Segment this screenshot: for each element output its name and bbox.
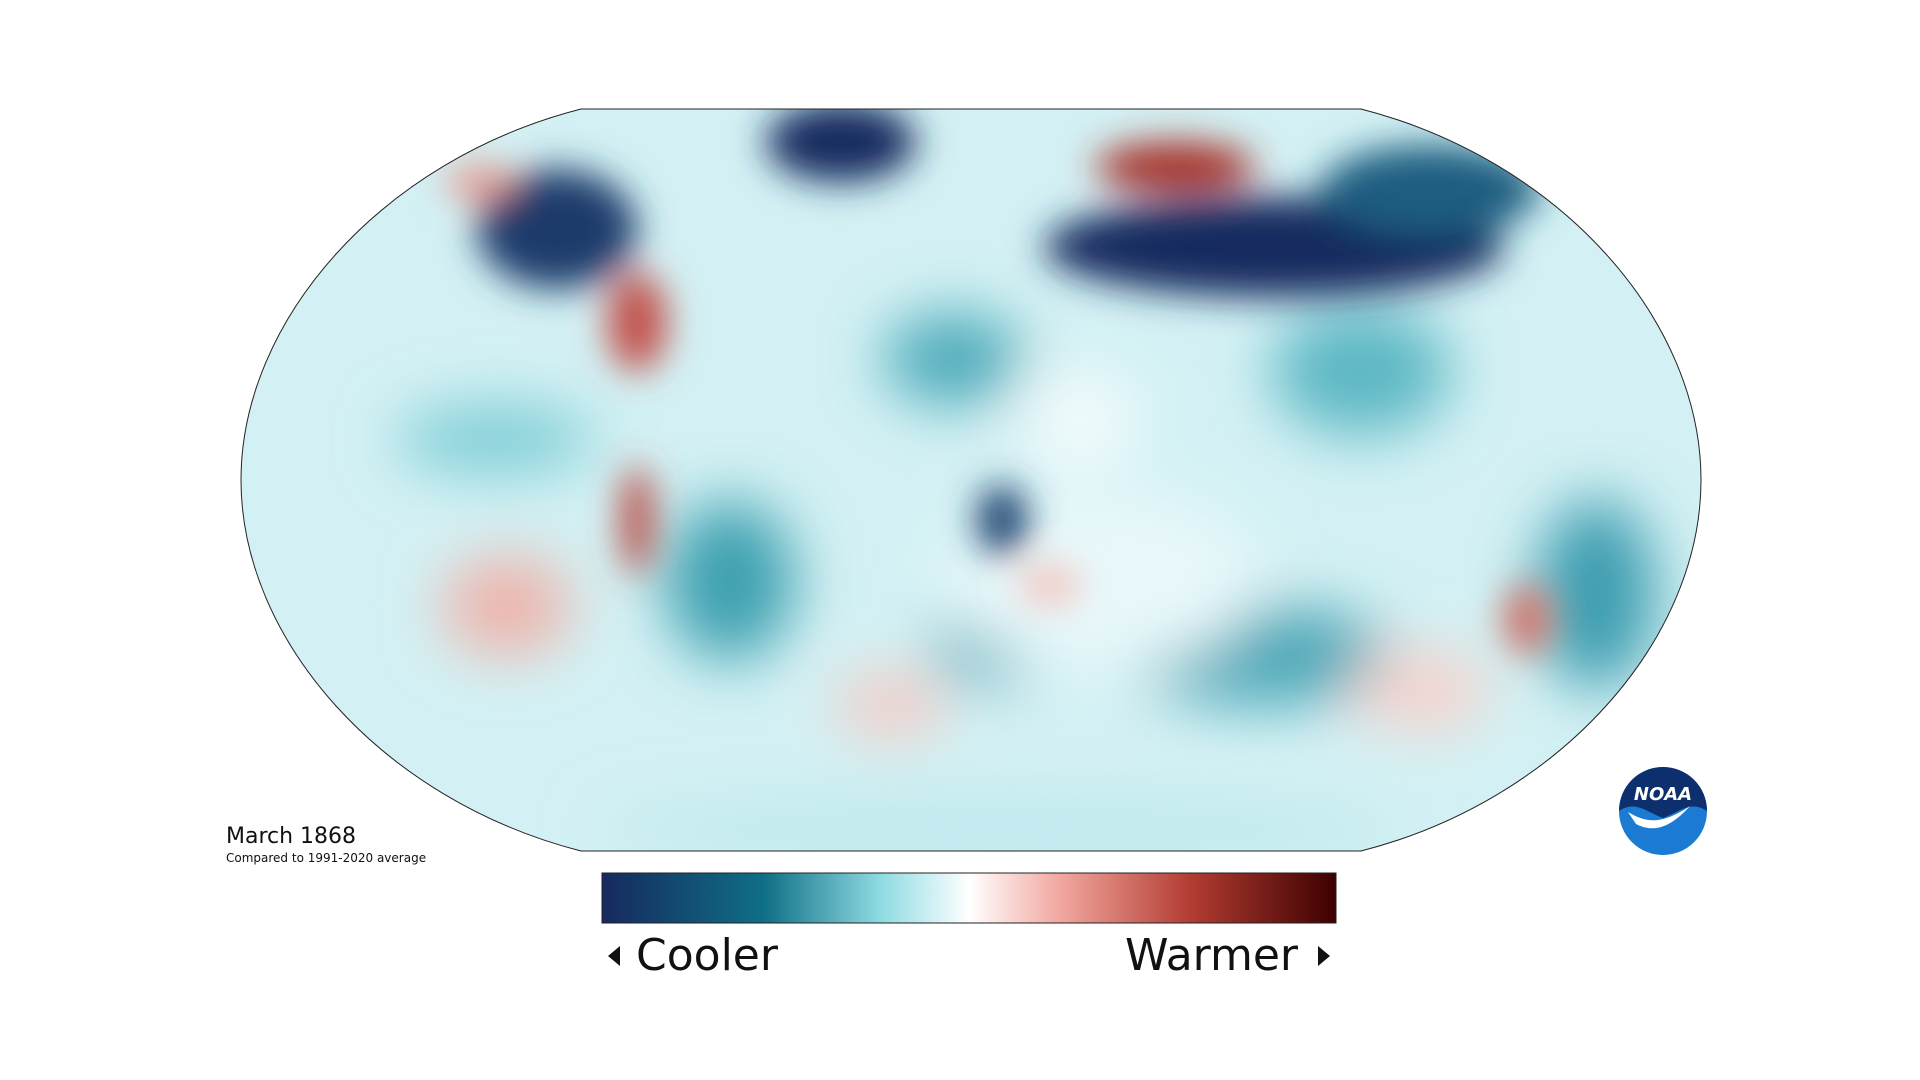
map-title: March 1868 — [226, 824, 356, 849]
logo-text: NOAA — [1634, 784, 1692, 805]
arrow-right — [1318, 946, 1330, 966]
noaa-logo: NOAA — [1619, 767, 1707, 855]
color-bar — [601, 872, 1337, 924]
map-frame — [240, 108, 1702, 852]
anomaly-field — [241, 109, 1701, 851]
arrow-left — [608, 946, 620, 966]
legend-low-label: Cooler — [636, 930, 779, 981]
legend-high-label: Warmer — [1125, 930, 1299, 981]
map-subtitle: Compared to 1991-2020 average — [226, 851, 426, 865]
